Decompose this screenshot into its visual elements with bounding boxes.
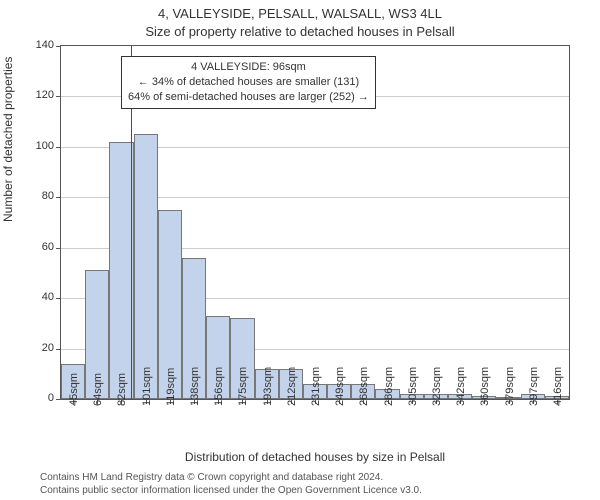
chart-title-main: 4, VALLEYSIDE, PELSALL, WALSALL, WS3 4LL	[0, 6, 600, 21]
x-tick-label: 249sqm	[334, 367, 346, 406]
annotation-box: 4 VALLEYSIDE: 96sqm← 34% of detached hou…	[121, 56, 376, 109]
y-tick-label: 140	[36, 39, 54, 51]
y-tick-label: 0	[48, 392, 54, 404]
annotation-line: ← 34% of detached houses are smaller (13…	[128, 75, 369, 90]
annotation-line: 4 VALLEYSIDE: 96sqm	[128, 60, 369, 75]
x-tick-label: 416sqm	[552, 367, 564, 406]
x-tick-label: 138sqm	[189, 367, 201, 406]
y-tick-mark	[56, 399, 61, 400]
x-tick-label: 82sqm	[116, 373, 128, 406]
y-tick-mark	[56, 147, 61, 148]
x-tick-label: 360sqm	[479, 367, 491, 406]
y-tick-mark	[56, 96, 61, 97]
x-tick-label: 101sqm	[141, 367, 153, 406]
x-tick-label: 397sqm	[528, 367, 540, 406]
y-tick-mark	[56, 298, 61, 299]
x-tick-label: 193sqm	[262, 367, 274, 406]
x-tick-label: 342sqm	[455, 367, 467, 406]
x-tick-label: 156sqm	[213, 367, 225, 406]
footer-line-1: Contains HM Land Registry data © Crown c…	[40, 472, 580, 483]
x-tick-label: 119sqm	[165, 368, 177, 406]
y-tick-label: 120	[36, 89, 54, 101]
x-tick-label: 175sqm	[237, 367, 249, 406]
x-tick-label: 212sqm	[286, 367, 298, 406]
x-tick-label: 45sqm	[68, 373, 80, 406]
x-tick-label: 64sqm	[92, 373, 104, 406]
y-tick-mark	[56, 197, 61, 198]
y-axis-label: Number of detached properties	[1, 57, 15, 222]
chart-title-sub: Size of property relative to detached ho…	[0, 24, 600, 39]
histogram-bar	[134, 134, 158, 399]
y-tick-label: 80	[42, 190, 54, 202]
annotation-line: 64% of semi-detached houses are larger (…	[128, 90, 369, 105]
plot-area: 4 VALLEYSIDE: 96sqm← 34% of detached hou…	[60, 45, 570, 400]
y-tick-label: 60	[42, 241, 54, 253]
y-tick-label: 40	[42, 291, 54, 303]
x-tick-label: 268sqm	[358, 367, 370, 406]
y-tick-mark	[56, 46, 61, 47]
x-tick-label: 231sqm	[310, 367, 322, 406]
chart-container: 4, VALLEYSIDE, PELSALL, WALSALL, WS3 4LL…	[0, 0, 600, 500]
x-tick-label: 286sqm	[383, 367, 395, 406]
x-tick-label: 323sqm	[431, 367, 443, 406]
y-tick-label: 20	[42, 342, 54, 354]
y-tick-label: 100	[36, 140, 54, 152]
x-tick-label: 305sqm	[407, 367, 419, 406]
x-tick-label: 379sqm	[504, 367, 516, 406]
footer-line-2: Contains public sector information licen…	[40, 485, 580, 496]
y-tick-mark	[56, 248, 61, 249]
x-axis-label: Distribution of detached houses by size …	[60, 450, 570, 464]
y-tick-mark	[56, 349, 61, 350]
